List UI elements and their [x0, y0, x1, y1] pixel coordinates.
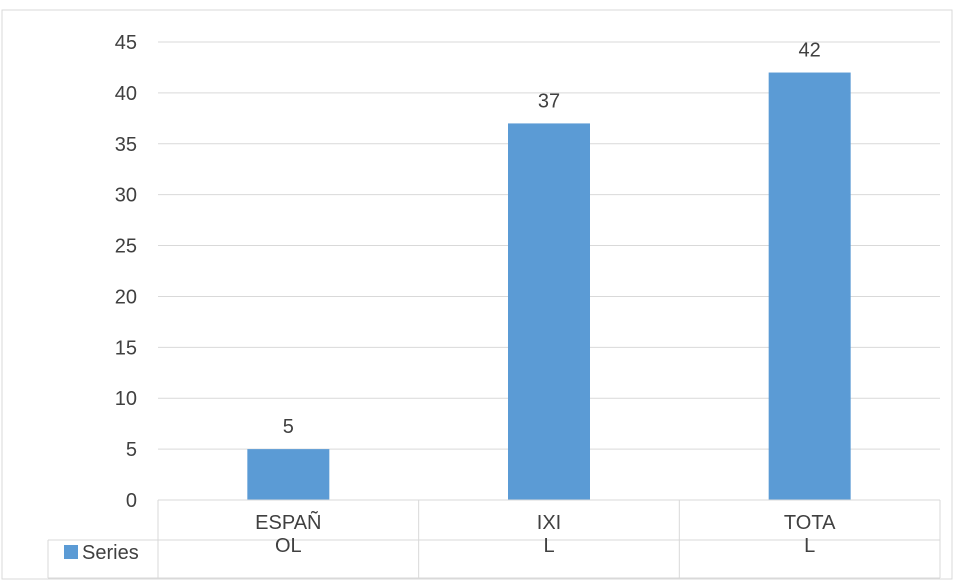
y-tick-label: 20 — [115, 286, 137, 308]
data-label: 42 — [799, 40, 821, 62]
bar-1 — [247, 449, 330, 500]
x-tick-label: ESPAÑ — [255, 510, 321, 534]
x-tick-label: L — [804, 535, 815, 557]
y-tick-label: 10 — [115, 388, 137, 410]
x-tick-label: L — [543, 535, 554, 557]
x-tick-label: OL — [275, 535, 302, 557]
data-label: 5 — [283, 416, 294, 438]
y-tick-label: 5 — [126, 439, 137, 461]
x-tick-label: IXI — [537, 512, 561, 534]
y-axis: 0 5 10 15 20 25 30 35 40 45 — [115, 32, 940, 512]
y-tick-label: 45 — [115, 32, 137, 54]
bar-3 — [768, 72, 851, 501]
y-tick-label: 25 — [115, 236, 137, 258]
bars — [247, 72, 851, 501]
data-labels: 5 37 42 — [283, 40, 821, 439]
y-tick-label: 15 — [115, 337, 137, 359]
y-tick-label: 35 — [115, 134, 137, 156]
legend-label: Series — [82, 542, 139, 564]
y-tick-label: 0 — [126, 490, 137, 512]
x-tick-label: TOTA — [784, 512, 836, 534]
data-label: 37 — [538, 90, 560, 112]
y-tick-label: 40 — [115, 83, 137, 105]
legend-swatch — [64, 545, 78, 559]
y-tick-label: 30 — [115, 185, 137, 207]
bar-2 — [508, 123, 590, 500]
